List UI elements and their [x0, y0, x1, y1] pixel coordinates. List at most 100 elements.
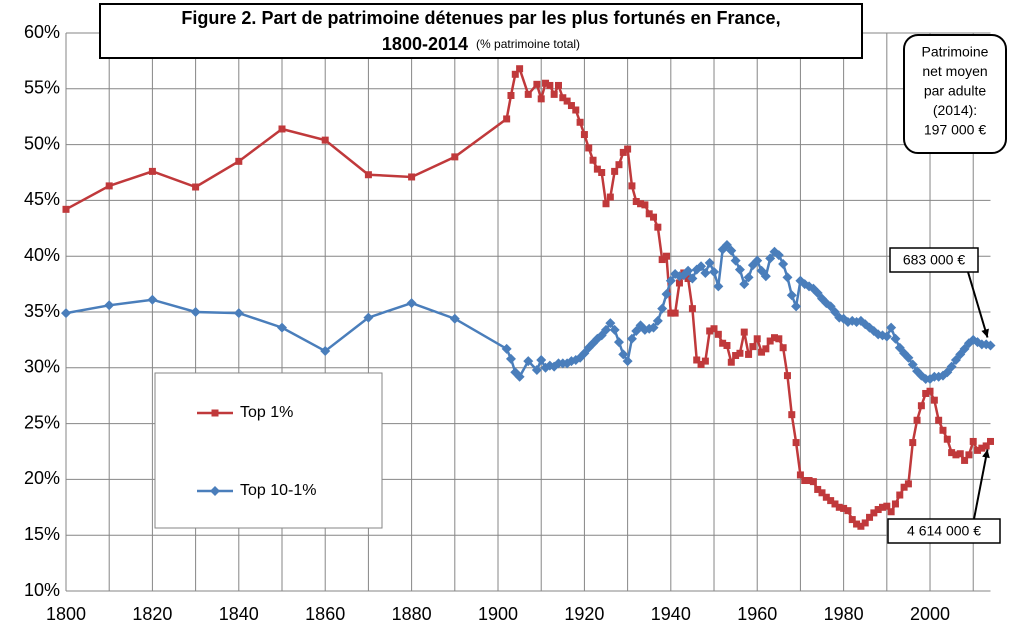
marker: [580, 131, 588, 139]
marker: [709, 266, 720, 277]
marker: [688, 305, 696, 313]
marker: [743, 272, 754, 283]
marker: [696, 261, 707, 272]
annotation-text: 4 614 000 €: [907, 523, 981, 539]
marker: [658, 256, 666, 264]
title-years: 1800-2014: [382, 34, 468, 54]
marker: [533, 80, 541, 88]
marker: [147, 294, 158, 305]
marker: [956, 450, 964, 458]
marker: [537, 95, 545, 103]
x-tick-label: 1960: [737, 604, 777, 624]
marker: [753, 335, 761, 343]
marker: [736, 349, 744, 357]
marker: [935, 416, 943, 424]
x-tick-label: 1860: [305, 604, 345, 624]
marker: [766, 337, 774, 345]
marker: [881, 331, 892, 342]
y-tick-label: 25%: [24, 412, 60, 432]
marker: [589, 156, 597, 164]
marker: [606, 193, 614, 201]
marker: [505, 353, 516, 364]
marker: [62, 205, 70, 213]
y-tick-label: 35%: [24, 301, 60, 321]
marker: [866, 513, 874, 521]
marker: [791, 301, 802, 312]
marker: [364, 171, 372, 179]
marker: [922, 389, 930, 397]
y-tick-label: 15%: [24, 524, 60, 544]
marker: [739, 279, 750, 290]
x-tick-label: 1880: [392, 604, 432, 624]
marker: [978, 444, 986, 452]
marker: [665, 275, 676, 286]
legend-label: Top 10-1%: [240, 482, 317, 499]
marker: [946, 361, 957, 372]
marker: [726, 245, 737, 256]
marker: [598, 169, 606, 176]
marker: [710, 325, 718, 333]
marker: [542, 79, 550, 87]
marker: [714, 330, 722, 338]
marker: [700, 267, 711, 278]
annotation-arrow: [967, 271, 989, 338]
x-tick-label: 1940: [651, 604, 691, 624]
annotation-text: 683 000 €: [903, 252, 965, 268]
note-text: (2014):: [933, 102, 977, 118]
marker: [985, 340, 996, 351]
marker: [683, 265, 694, 276]
y-tick-label: 20%: [24, 468, 60, 488]
marker: [904, 480, 912, 488]
marker: [619, 148, 627, 156]
marker: [408, 173, 416, 181]
marker: [559, 94, 567, 102]
marker: [501, 343, 512, 354]
marker: [563, 97, 571, 105]
marker: [818, 489, 826, 497]
y-tick-label: 10%: [24, 580, 60, 600]
marker: [974, 446, 982, 454]
marker: [516, 65, 524, 73]
marker: [697, 360, 705, 368]
marker: [779, 344, 787, 352]
legend-box: [154, 372, 383, 529]
marker: [730, 255, 741, 266]
marker: [585, 144, 593, 152]
x-tick-label: 1820: [132, 604, 172, 624]
annotation-box: [889, 247, 979, 273]
legend-label: Top 1%: [240, 404, 293, 421]
marker: [641, 201, 649, 209]
marker: [982, 442, 990, 450]
marker: [775, 335, 783, 343]
annotation-box: [887, 518, 1001, 544]
marker: [211, 409, 219, 417]
marker: [870, 509, 878, 517]
marker: [624, 145, 632, 153]
marker: [848, 516, 856, 524]
marker: [831, 500, 839, 508]
marker: [939, 426, 947, 434]
marker: [740, 328, 748, 336]
marker: [687, 273, 698, 284]
marker: [622, 356, 633, 367]
marker: [948, 449, 956, 457]
marker: [760, 271, 771, 282]
marker: [321, 136, 329, 144]
plot: [61, 65, 996, 530]
marker: [792, 439, 800, 447]
marker: [601, 324, 612, 335]
marker: [190, 307, 201, 317]
title-line: 1800-2014 (% patrimoine total): [382, 34, 580, 54]
marker: [952, 451, 960, 459]
marker: [943, 435, 951, 443]
marker: [987, 437, 994, 445]
marker: [652, 315, 663, 326]
note-text: 197 000 €: [924, 122, 986, 138]
marker: [657, 303, 668, 314]
marker: [930, 396, 938, 404]
marker: [965, 451, 973, 459]
marker: [605, 318, 616, 329]
marker: [654, 223, 662, 231]
marker: [770, 334, 778, 342]
